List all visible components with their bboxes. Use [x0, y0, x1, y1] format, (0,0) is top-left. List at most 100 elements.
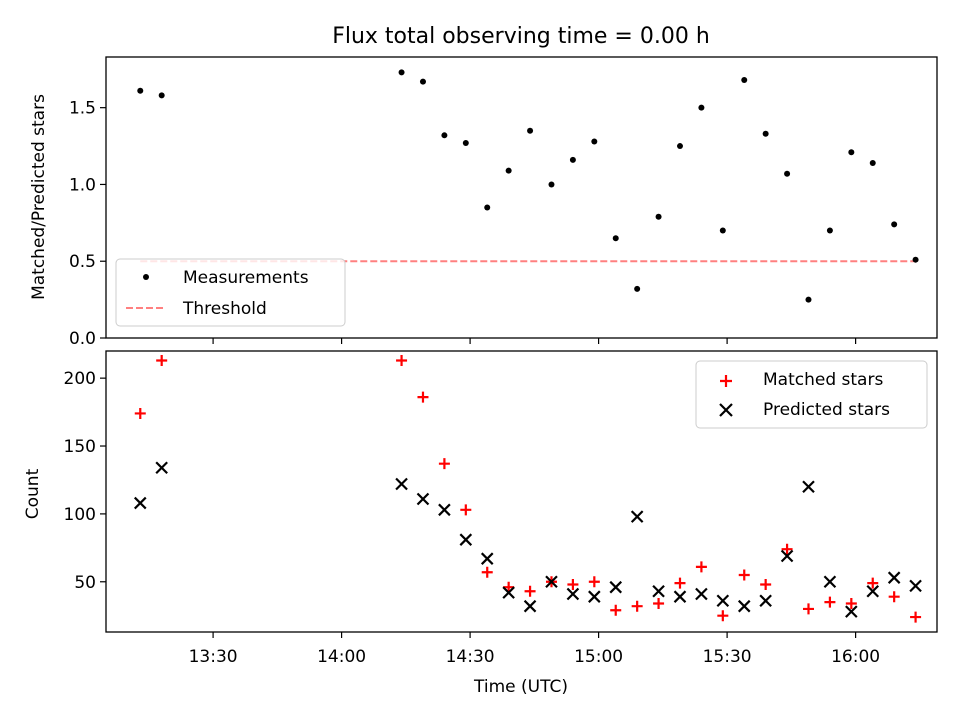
y-tick-label: 0.5 [69, 252, 96, 272]
ratio-y-ticks: 0.0 0.5 1.0 1.5 [69, 99, 106, 349]
count-plot-frame [105, 350, 938, 633]
matched-star-point [460, 504, 472, 516]
predicted-star-point [523, 599, 537, 613]
chart-title: Flux total observing time = 0.00 h [332, 24, 710, 49]
ratio-panel: 0.0 0.5 1.0 1.5 Matched/Predicted stars Mea… [29, 56, 938, 349]
legend-predicted-marker [719, 403, 733, 417]
count-points [133, 355, 922, 623]
predicted-star-point [155, 461, 168, 475]
matched-star-point [845, 597, 857, 609]
predicted-star-point [630, 510, 644, 523]
legend-matched-label: Matched stars [763, 370, 883, 390]
measurement-point [826, 227, 833, 234]
measurement-point [676, 143, 683, 150]
x-tick-label: 14:00 [317, 647, 366, 667]
matched-star-point [760, 578, 772, 590]
matched-star-point [417, 391, 429, 403]
measurement-points [137, 69, 919, 303]
predicted-star-point [673, 590, 687, 603]
x-tick-label: 16:00 [831, 647, 880, 667]
matched-star-point [717, 610, 729, 622]
matched-star-point [134, 407, 146, 419]
matched-star-point [910, 611, 922, 623]
matched-star-point [653, 597, 665, 609]
measurement-point [462, 139, 469, 146]
measurement-point [591, 138, 598, 145]
measurement-point [891, 221, 898, 228]
predicted-star-point [845, 605, 858, 618]
predicted-star-point [737, 599, 751, 613]
predicted-star-point [566, 587, 580, 601]
y-tick-label: 200 [64, 369, 96, 389]
predicted-star-point [695, 587, 708, 601]
measurement-point [698, 104, 705, 111]
measurement-point [612, 235, 619, 242]
measurement-point [137, 87, 144, 94]
legend-measurements-label: Measurements [183, 268, 309, 288]
predicted-star-point [438, 503, 451, 517]
predicted-star-point [395, 477, 408, 491]
predicted-star-point [545, 575, 558, 589]
measurement-point [784, 170, 791, 177]
count-legend-box [695, 360, 928, 429]
measurement-point [719, 227, 726, 234]
ratio-legend-box [115, 258, 346, 327]
predicted-star-point [609, 580, 623, 594]
matched-star-point [156, 355, 168, 367]
matched-star-point [503, 581, 515, 593]
matched-star-point [588, 576, 600, 588]
y-tick-label: 150 [64, 437, 96, 457]
x-tick-label: 15:30 [703, 647, 752, 667]
measurement-point [527, 127, 534, 134]
measurement-point [762, 130, 769, 137]
matched-star-point [888, 591, 900, 603]
predicted-star-point [759, 594, 772, 608]
measurement-point [912, 256, 919, 263]
predicted-star-point [588, 590, 601, 603]
count-x-ticks: 13:30 14:00 14:30 15:00 15:30 16:00 [189, 632, 880, 667]
matched-star-point [802, 603, 814, 615]
measurement-point [655, 213, 662, 220]
y-tick-label: 50 [74, 573, 96, 593]
measurement-point [484, 204, 491, 211]
ratio-legend: Measurements Threshold [115, 258, 346, 327]
y-tick-label: 100 [64, 505, 96, 525]
matched-star-point [781, 543, 793, 555]
ratio-y-axis-label: Matched/Predicted stars [29, 94, 49, 300]
predicted-star-point [652, 584, 665, 598]
measurement-point [848, 149, 855, 156]
measurement-point [548, 181, 555, 188]
count-x-axis-label: Time (UTC) [473, 677, 568, 697]
measurement-point [741, 77, 748, 84]
measurement-point [505, 167, 512, 174]
matched-star-point [481, 566, 493, 578]
x-tick-label: 15:00 [574, 647, 623, 667]
predicted-star-point [909, 579, 922, 593]
measurement-point [569, 156, 576, 163]
matched-star-point [438, 458, 450, 470]
predicted-star-point [480, 552, 494, 565]
count-panel: 50 100 150 200 13:30 14:00 14:30 15:00 15:30 16:… [23, 350, 938, 697]
predicted-star-point [459, 533, 473, 546]
count-y-axis-label: Count [23, 468, 43, 519]
measurement-point [398, 69, 405, 76]
predicted-star-point [716, 594, 730, 608]
predicted-star-point [887, 571, 901, 584]
measurement-point [869, 159, 876, 166]
ratio-x-ticks [212, 338, 857, 344]
measurement-point [441, 132, 448, 139]
matched-star-point [738, 569, 750, 581]
matched-star-point [824, 596, 836, 608]
measurement-point [634, 285, 641, 292]
measurement-point [805, 296, 812, 303]
y-tick-label: 1.5 [69, 99, 96, 119]
matched-star-point [610, 604, 622, 616]
count-y-ticks: 50 100 150 200 [64, 369, 106, 593]
matched-star-point [695, 561, 707, 573]
matched-star-point [674, 577, 686, 589]
predicted-star-point [802, 480, 815, 494]
predicted-star-point [866, 584, 880, 598]
predicted-star-point [823, 575, 837, 589]
predicted-star-point [780, 549, 794, 563]
